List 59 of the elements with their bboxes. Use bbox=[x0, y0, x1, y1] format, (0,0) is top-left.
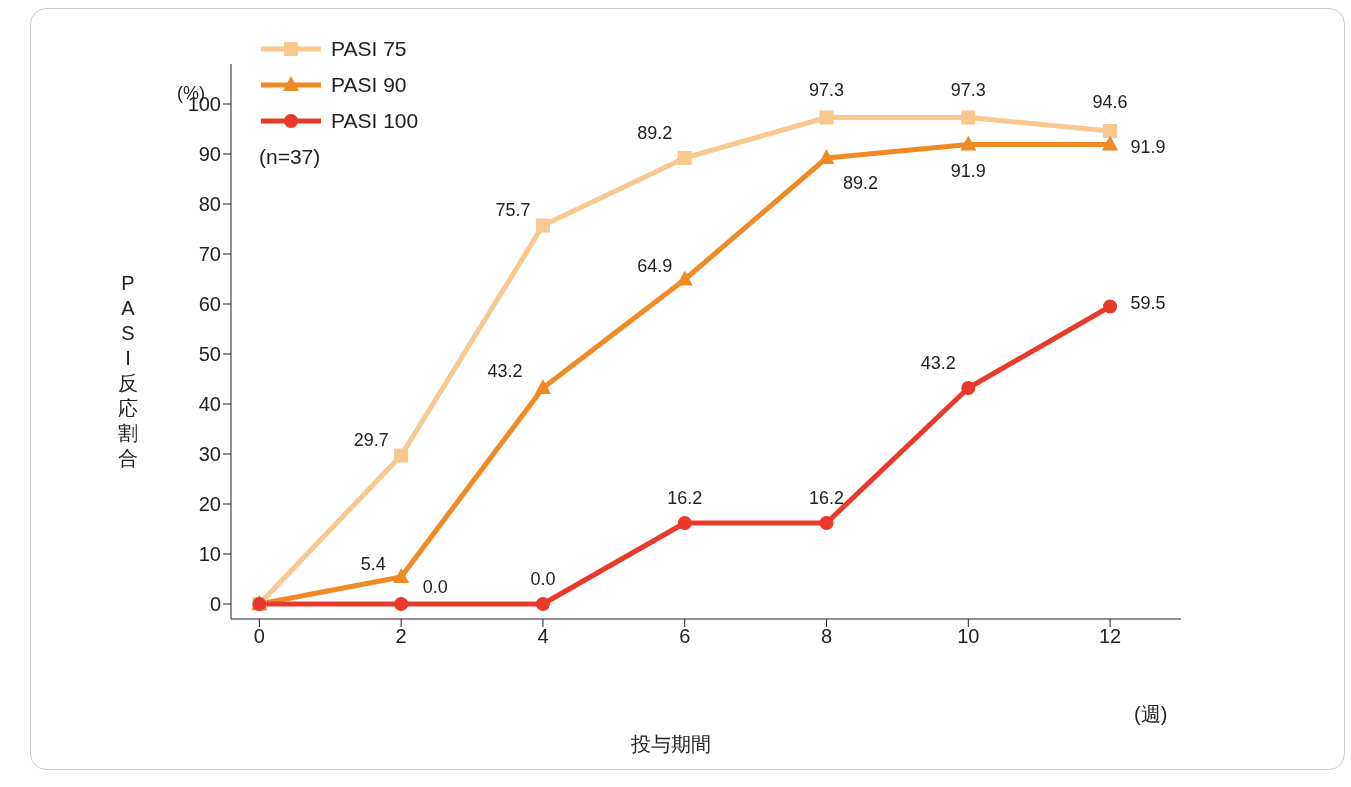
y-axis-title: PASI反応割合 bbox=[117, 271, 139, 471]
y-tick-label: 90 bbox=[198, 143, 221, 166]
point bbox=[961, 381, 976, 395]
data-label: 97.3 bbox=[950, 80, 986, 101]
text: (週) bbox=[1134, 702, 1168, 727]
x-tick-label: 6 bbox=[679, 625, 691, 648]
point bbox=[1102, 135, 1119, 151]
y-tick-label: 70 bbox=[198, 243, 221, 266]
point bbox=[677, 151, 692, 165]
data-label: 43.2 bbox=[487, 360, 523, 381]
point bbox=[1103, 299, 1118, 314]
data-label: 43.2 bbox=[920, 352, 956, 373]
y-tick-label: 0 bbox=[209, 593, 221, 616]
x-axis-title: 投与期間 bbox=[631, 732, 711, 757]
data-label: 91.9 bbox=[1130, 137, 1166, 158]
legend-label: PASI 90 bbox=[331, 73, 407, 97]
data-label: 29.7 bbox=[353, 430, 389, 451]
y-tick-label: 10 bbox=[198, 543, 221, 566]
point bbox=[961, 110, 976, 125]
y-tick-label: 60 bbox=[198, 293, 221, 316]
legend-label: PASI 75 bbox=[331, 37, 407, 61]
point bbox=[960, 135, 977, 151]
point bbox=[535, 597, 550, 611]
y-tick-label: 30 bbox=[198, 443, 221, 466]
data-label: 16.2 bbox=[667, 487, 703, 508]
point bbox=[394, 448, 409, 463]
y-tick-label: 20 bbox=[198, 493, 221, 516]
y-tick-label: 50 bbox=[198, 343, 221, 366]
point bbox=[394, 597, 409, 611]
x-tick-label: 10 bbox=[957, 625, 980, 648]
data-label: 91.9 bbox=[950, 161, 986, 182]
data-label: 75.7 bbox=[495, 200, 531, 221]
point bbox=[1103, 124, 1118, 138]
data-label: 94.6 bbox=[1092, 91, 1128, 112]
point bbox=[819, 110, 834, 125]
y-tick-label: 40 bbox=[198, 393, 221, 416]
x-tick-label: 0 bbox=[253, 625, 265, 648]
point bbox=[677, 516, 692, 530]
x-tick-label: 8 bbox=[820, 625, 833, 648]
x-tick-label: 12 bbox=[1098, 625, 1122, 648]
point bbox=[393, 568, 410, 583]
data-label: 5.4 bbox=[360, 553, 386, 574]
data-label: 97.3 bbox=[809, 80, 845, 101]
point bbox=[535, 218, 550, 233]
point bbox=[819, 516, 834, 530]
data-label: 0.0 bbox=[422, 576, 448, 597]
x-tick-label: 4 bbox=[537, 625, 549, 648]
point bbox=[534, 379, 551, 394]
data-label: 89.2 bbox=[637, 122, 673, 143]
data-label: 64.9 bbox=[637, 256, 673, 277]
data-label: 59.5 bbox=[1130, 293, 1166, 314]
point bbox=[818, 149, 835, 164]
data-label: 0.0 bbox=[530, 568, 556, 589]
annotation: (n=37) bbox=[259, 144, 322, 170]
data-label: 89.2 bbox=[843, 172, 879, 193]
legend-label: PASI 100 bbox=[331, 109, 419, 133]
data-label: 16.2 bbox=[809, 487, 845, 508]
x-tick-label: 2 bbox=[395, 625, 407, 648]
y-tick-label: 80 bbox=[198, 193, 221, 216]
